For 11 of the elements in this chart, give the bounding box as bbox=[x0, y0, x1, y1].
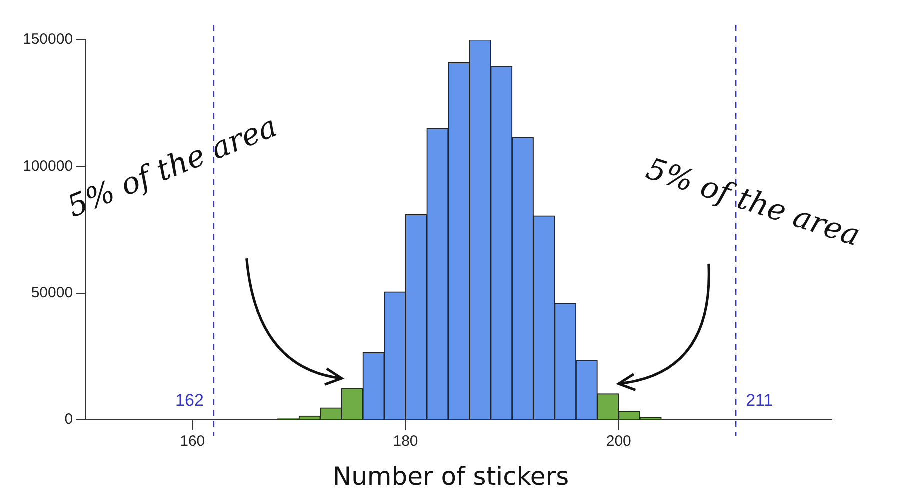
y-tick-label: 150000 bbox=[22, 31, 74, 48]
x-tick-label: 180 bbox=[393, 433, 418, 450]
annotation: 5% of the area bbox=[642, 152, 864, 254]
x-tick-label: 160 bbox=[180, 433, 206, 450]
x-axis-title: Number of stickers bbox=[332, 462, 570, 491]
ref-line-label: 211 bbox=[746, 391, 774, 410]
x-tick-label: 200 bbox=[606, 433, 632, 450]
ref-line-label: 162 bbox=[176, 391, 204, 410]
y-tick-label: 0 bbox=[64, 411, 74, 428]
y-tick-label: 50000 bbox=[31, 284, 74, 302]
y-tick-label: 100000 bbox=[22, 158, 74, 175]
